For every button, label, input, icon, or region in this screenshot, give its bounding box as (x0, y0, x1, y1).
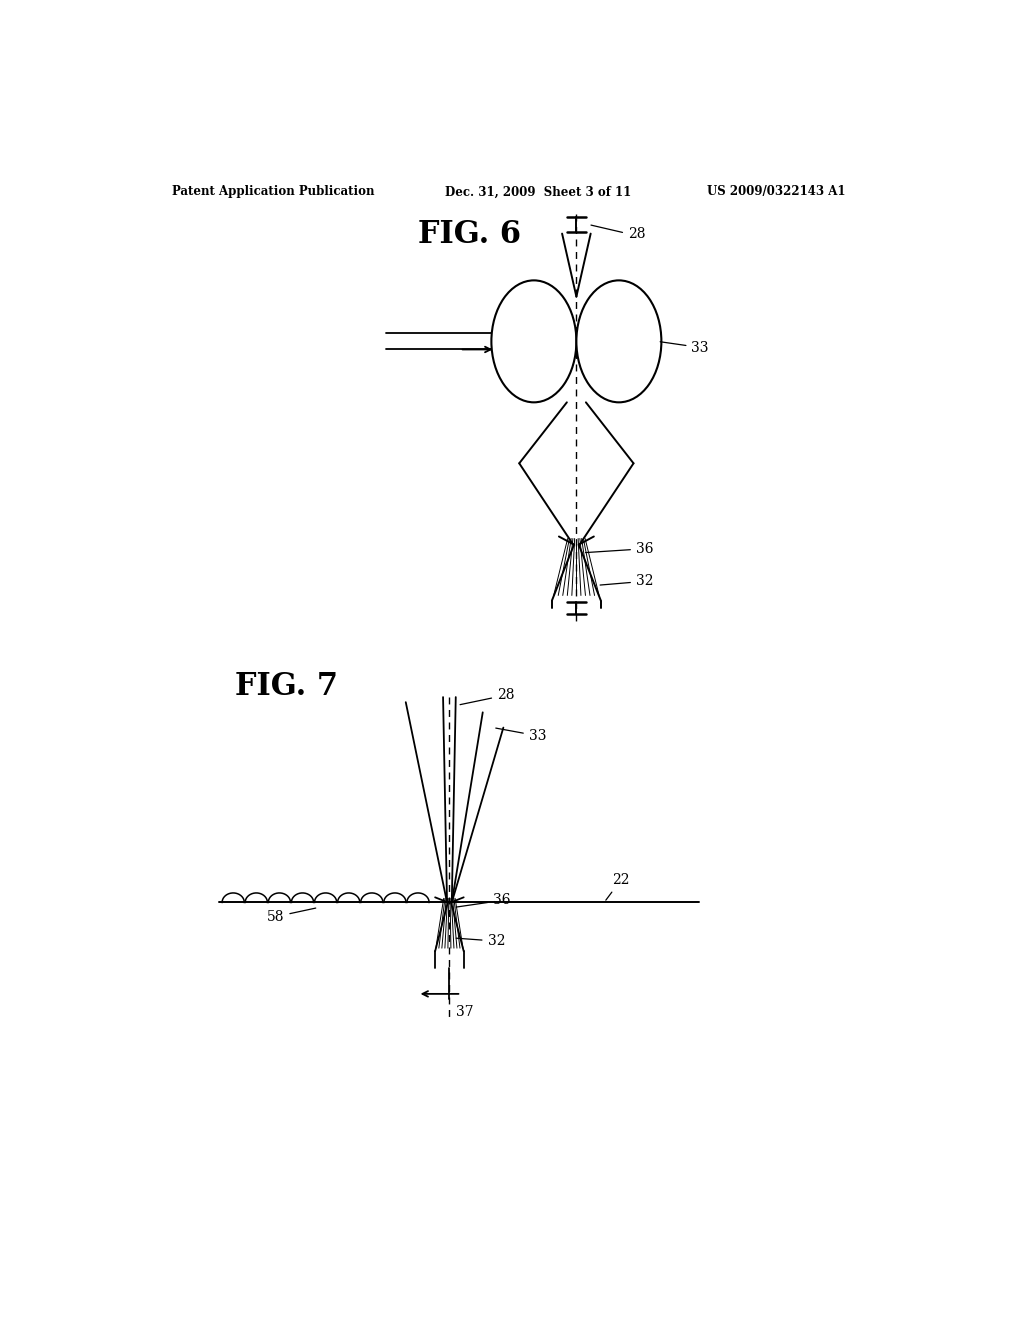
Text: 22: 22 (606, 873, 630, 900)
Text: 36: 36 (586, 541, 653, 556)
Text: Patent Application Publication: Patent Application Publication (172, 185, 374, 198)
Text: Dec. 31, 2009  Sheet 3 of 11: Dec. 31, 2009 Sheet 3 of 11 (445, 185, 632, 198)
Text: 33: 33 (496, 729, 546, 743)
Text: 58: 58 (267, 908, 315, 924)
Text: 37: 37 (456, 1005, 473, 1019)
Text: 28: 28 (460, 688, 514, 705)
Text: FIG. 7: FIG. 7 (236, 672, 338, 702)
Text: 33: 33 (660, 341, 709, 355)
Text: 36: 36 (456, 894, 511, 907)
Text: 32: 32 (456, 935, 505, 948)
Ellipse shape (492, 280, 577, 403)
Ellipse shape (577, 280, 662, 403)
Text: 32: 32 (600, 574, 653, 589)
Text: US 2009/0322143 A1: US 2009/0322143 A1 (708, 185, 846, 198)
Text: 28: 28 (591, 226, 645, 240)
Text: FIG. 6: FIG. 6 (418, 219, 520, 249)
